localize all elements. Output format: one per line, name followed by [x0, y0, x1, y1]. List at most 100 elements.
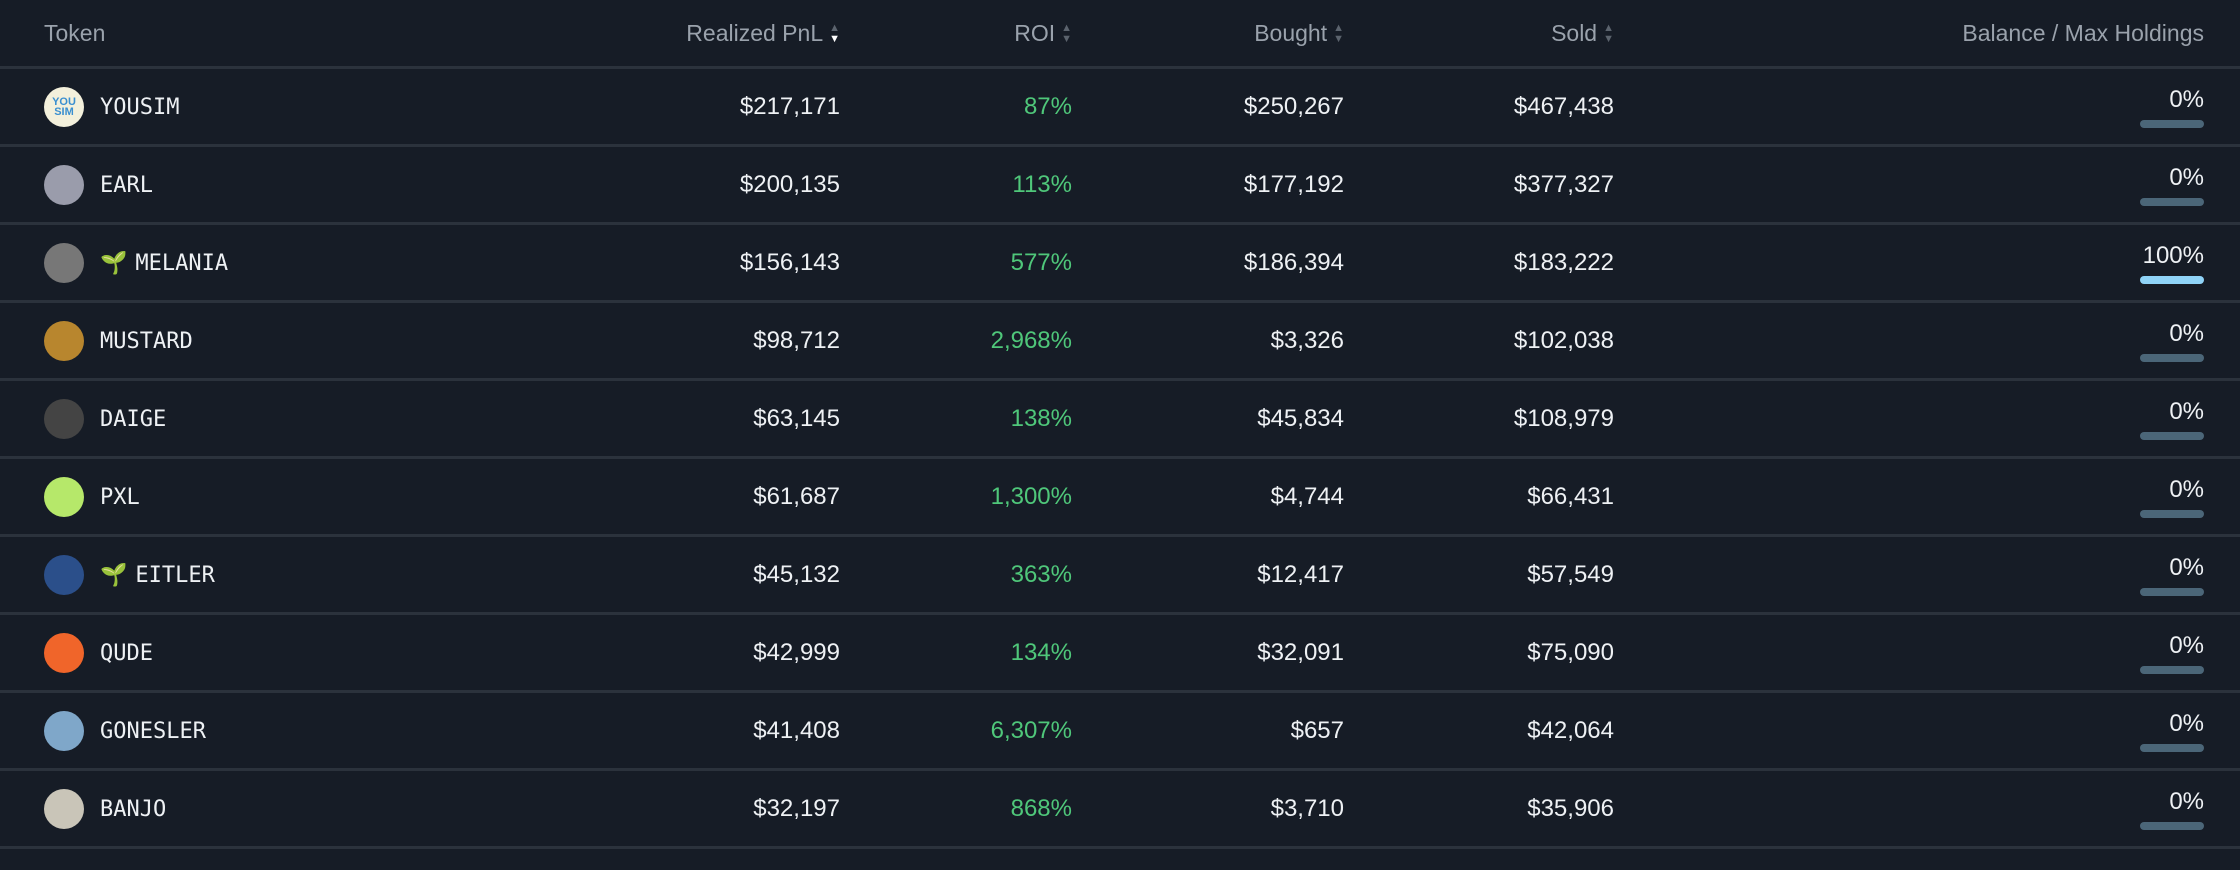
header-sold[interactable]: Sold ▲ ▼: [1344, 0, 1614, 69]
bought: $45,834: [1072, 379, 1344, 459]
header-roi[interactable]: ROI ▲ ▼: [840, 0, 1072, 69]
token-name[interactable]: MELANIA: [135, 250, 229, 276]
sold: $108,979: [1344, 379, 1614, 459]
roi: 87%: [840, 67, 1072, 147]
sort-icon[interactable]: ▲ ▼: [1061, 22, 1072, 46]
balance-percent: 100%: [2142, 241, 2204, 269]
balance-cell: 0%: [1614, 457, 2240, 537]
bought: $250,267: [1072, 67, 1344, 147]
roi: 134%: [840, 613, 1072, 693]
sold: $35,906: [1344, 769, 1614, 849]
table-row[interactable]: EARL $200,135 113% $177,192 $377,327 0%: [0, 145, 2240, 225]
bought: $3,326: [1072, 301, 1344, 381]
balance-bar: [2140, 743, 2204, 752]
table-row[interactable]: 🌱 MELANIA $156,143 577% $186,394 $183,222…: [0, 223, 2240, 303]
roi: 2,968%: [840, 301, 1072, 381]
sold: $42,064: [1344, 691, 1614, 771]
realized-pnl: $45,132: [560, 535, 840, 615]
token-name[interactable]: PXL: [100, 484, 140, 510]
realized-pnl: $156,143: [560, 223, 840, 303]
token-name[interactable]: EITLER: [135, 562, 215, 588]
table-row[interactable]: GONESLER $41,408 6,307% $657 $42,064 0%: [0, 691, 2240, 771]
token-cell[interactable]: BANJO: [0, 769, 560, 849]
realized-pnl: $63,145: [560, 379, 840, 459]
sold: $57,549: [1344, 535, 1614, 615]
balance-bar: [2140, 821, 2204, 830]
balance-cell: 0%: [1614, 535, 2240, 615]
bought: $177,192: [1072, 145, 1344, 225]
balance-cell: 100%: [1614, 223, 2240, 303]
token-cell[interactable]: GONESLER: [0, 691, 560, 771]
realized-pnl: $32,197: [560, 769, 840, 849]
realized-pnl: $98,712: [560, 301, 840, 381]
balance-percent: 0%: [2169, 787, 2204, 815]
table-row[interactable]: QUDE $42,999 134% $32,091 $75,090 0%: [0, 613, 2240, 693]
balance-percent: 0%: [2169, 397, 2204, 425]
token-name[interactable]: YOUSIM: [100, 94, 180, 120]
header-bought[interactable]: Bought ▲ ▼: [1072, 0, 1344, 69]
header-balance: Balance / Max Holdings: [1614, 0, 2240, 69]
bought: $657: [1072, 691, 1344, 771]
balance-percent: 0%: [2169, 709, 2204, 737]
balance-cell: 0%: [1614, 769, 2240, 849]
token-cell[interactable]: EARL: [0, 145, 560, 225]
table-row[interactable]: PXL $61,687 1,300% $4,744 $66,431 0%: [0, 457, 2240, 537]
token-name[interactable]: BANJO: [100, 796, 167, 822]
balance-bar: [2140, 119, 2204, 128]
realized-pnl: $217,171: [560, 67, 840, 147]
sort-desc-icon[interactable]: ▲ ▼: [829, 22, 840, 46]
balance-cell: 0%: [1614, 379, 2240, 459]
balance-bar: [2140, 353, 2204, 362]
roi: 1,300%: [840, 457, 1072, 537]
token-avatar: [44, 476, 84, 517]
table-row[interactable]: 🌱 EITLER $45,132 363% $12,417 $57,549 0%: [0, 535, 2240, 615]
roi: 577%: [840, 223, 1072, 303]
realized-pnl: $61,687: [560, 457, 840, 537]
token-name[interactable]: QUDE: [100, 640, 153, 666]
sold: $75,090: [1344, 613, 1614, 693]
roi: 113%: [840, 145, 1072, 225]
balance-percent: 0%: [2169, 475, 2204, 503]
balance-percent: 0%: [2169, 553, 2204, 581]
token-cell[interactable]: 🌱 EITLER: [0, 535, 560, 615]
sold: $183,222: [1344, 223, 1614, 303]
token-cell[interactable]: QUDE: [0, 613, 560, 693]
balance-percent: 0%: [2169, 631, 2204, 659]
roi: 868%: [840, 769, 1072, 849]
token-name[interactable]: DAIGE: [100, 406, 167, 432]
token-avatar: [44, 398, 84, 439]
table-row[interactable]: MUSTARD $98,712 2,968% $3,326 $102,038 0…: [0, 301, 2240, 381]
balance-cell: 0%: [1614, 145, 2240, 225]
sort-icon[interactable]: ▲ ▼: [1603, 22, 1614, 46]
balance-percent: 0%: [2169, 85, 2204, 113]
bought: $3,710: [1072, 769, 1344, 849]
token-cell[interactable]: MUSTARD: [0, 301, 560, 381]
token-cell[interactable]: PXL: [0, 457, 560, 537]
token-name[interactable]: MUSTARD: [100, 328, 193, 354]
balance-cell: 0%: [1614, 301, 2240, 381]
token-name[interactable]: GONESLER: [100, 718, 206, 744]
token-name[interactable]: EARL: [100, 172, 153, 198]
roi: 363%: [840, 535, 1072, 615]
token-pnl-table: Token Realized PnL ▲ ▼ ROI ▲ ▼ Bought ▲ ▼ Sold…: [0, 0, 2240, 849]
sold: $467,438: [1344, 67, 1614, 147]
balance-bar: [2140, 509, 2204, 518]
balance-bar: [2140, 431, 2204, 440]
token-cell[interactable]: DAIGE: [0, 379, 560, 459]
balance-percent: 0%: [2169, 319, 2204, 347]
table-row[interactable]: DAIGE $63,145 138% $45,834 $108,979 0%: [0, 379, 2240, 459]
table-row[interactable]: BANJO $32,197 868% $3,710 $35,906 0%: [0, 769, 2240, 849]
sort-icon[interactable]: ▲ ▼: [1333, 22, 1344, 46]
sprout-icon: 🌱: [100, 561, 128, 587]
table-row[interactable]: YOU SIM YOUSIM $217,171 87% $250,267 $46…: [0, 67, 2240, 147]
token-cell[interactable]: 🌱 MELANIA: [0, 223, 560, 303]
token-avatar: [44, 632, 84, 673]
balance-percent: 0%: [2169, 163, 2204, 191]
realized-pnl: $200,135: [560, 145, 840, 225]
sold: $377,327: [1344, 145, 1614, 225]
header-realized-pnl[interactable]: Realized PnL ▲ ▼: [560, 0, 840, 69]
token-avatar: [44, 242, 84, 283]
token-avatar: [44, 554, 84, 595]
balance-bar: [2140, 665, 2204, 674]
token-cell[interactable]: YOU SIM YOUSIM: [0, 67, 560, 147]
